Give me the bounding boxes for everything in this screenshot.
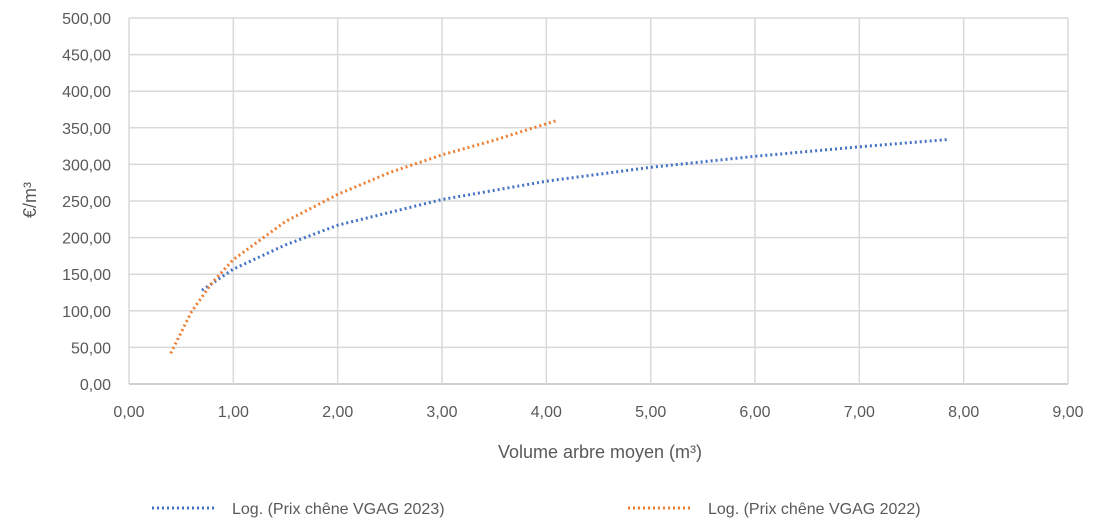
y-tick-label: 0,00 bbox=[80, 377, 111, 394]
y-tick-label: 350,00 bbox=[62, 121, 111, 138]
legend-label-2022: Log. (Prix chêne VGAG 2022) bbox=[708, 501, 921, 518]
y-tick-label: 450,00 bbox=[62, 48, 111, 65]
series-line-0 bbox=[201, 138, 949, 292]
y-tick-label: 50,00 bbox=[71, 340, 111, 357]
x-axis-title: Volume arbre moyen (m³) bbox=[498, 442, 702, 462]
x-tick-label: 8,00 bbox=[948, 404, 979, 421]
y-tick-label: 400,00 bbox=[62, 84, 111, 101]
x-tick-label: 7,00 bbox=[844, 404, 875, 421]
x-tick-label: 5,00 bbox=[635, 404, 666, 421]
y-axis-title: €/m³ bbox=[20, 182, 40, 218]
x-tick-label: 6,00 bbox=[739, 404, 770, 421]
y-tick-label: 100,00 bbox=[62, 304, 111, 321]
x-tick-label: 2,00 bbox=[322, 404, 353, 421]
y-tick-label: 250,00 bbox=[62, 194, 111, 211]
y-tick-label: 200,00 bbox=[62, 231, 111, 248]
x-tick-label: 0,00 bbox=[113, 404, 144, 421]
legend-label-2023: Log. (Prix chêne VGAG 2023) bbox=[232, 501, 445, 518]
x-tick-label: 4,00 bbox=[531, 404, 562, 421]
y-tick-label: 500,00 bbox=[62, 11, 111, 28]
legend: Log. (Prix chêne VGAG 2023) Log. (Prix c… bbox=[152, 501, 921, 518]
x-tick-label: 1,00 bbox=[218, 404, 249, 421]
x-axis-ticks: 0,00 1,00 2,00 3,00 4,00 5,00 6,00 7,00 8,00 9,00 bbox=[113, 404, 1083, 421]
series-line-1 bbox=[169, 119, 558, 354]
series-layer bbox=[169, 119, 949, 354]
y-axis-ticks: 0,00 50,00 100,00 150,00 200,00 250,00 300,00 3… bbox=[62, 11, 111, 394]
y-tick-label: 150,00 bbox=[62, 267, 111, 284]
gridlines bbox=[128, 17, 1069, 385]
x-tick-label: 9,00 bbox=[1052, 404, 1083, 421]
x-tick-label: 3,00 bbox=[426, 404, 457, 421]
y-tick-label: 300,00 bbox=[62, 157, 111, 174]
